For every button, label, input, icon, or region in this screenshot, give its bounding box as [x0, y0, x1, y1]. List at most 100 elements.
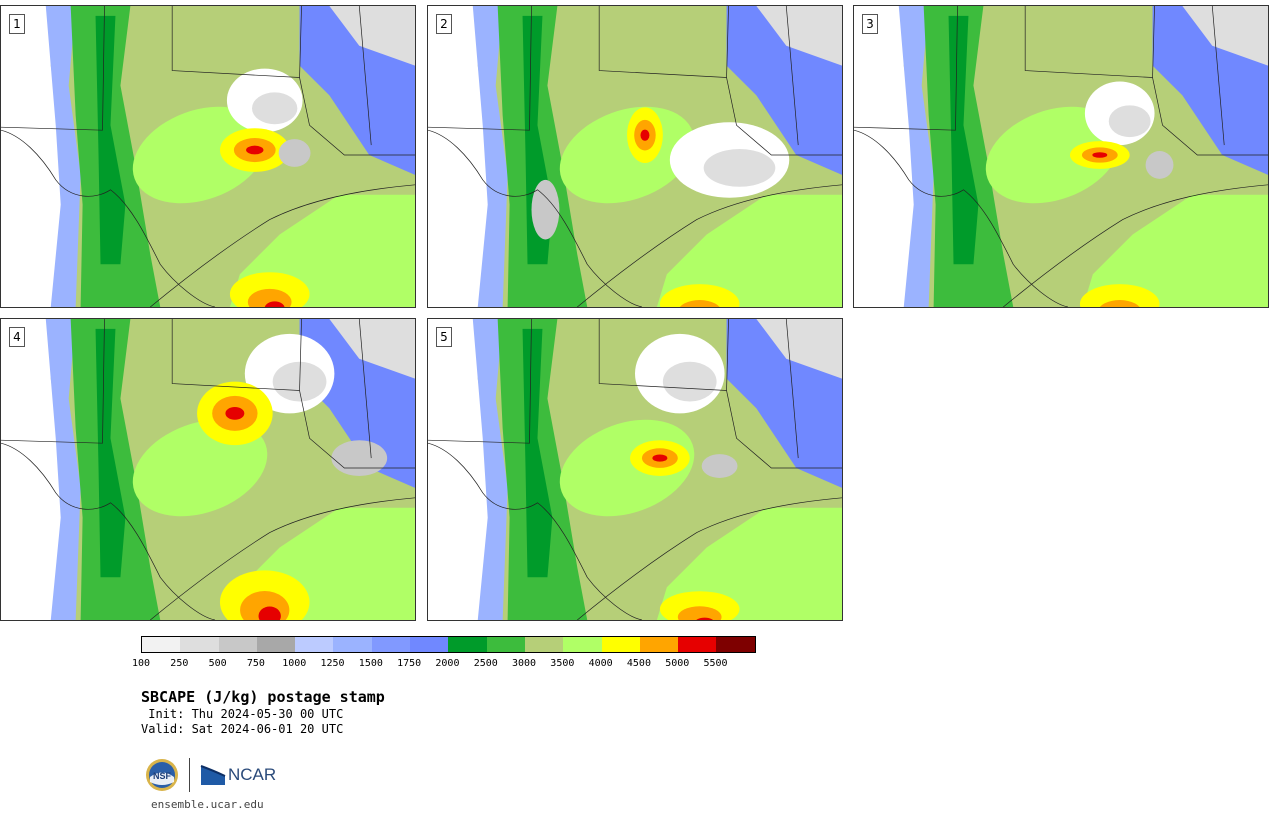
- colorbar-swatch: [716, 637, 755, 652]
- dry-region: [854, 6, 924, 307]
- convective-cell: [531, 179, 560, 240]
- gulf-higher-cape: [1099, 300, 1140, 307]
- colorbar-tick-label: 1000: [282, 658, 307, 669]
- state-boundary: [171, 6, 302, 78]
- map-5: [428, 319, 842, 620]
- state-boundary: [358, 6, 372, 146]
- convective-cell: [1145, 151, 1174, 179]
- cloud-shading: [662, 361, 717, 402]
- colorbar-tick-label: 4000: [588, 658, 613, 669]
- colorbar-swatch: [333, 637, 372, 652]
- convective-cell: [701, 454, 738, 478]
- convective-cell: [278, 139, 311, 167]
- border-line: [428, 129, 643, 307]
- colorbar-tick-label: 1500: [358, 658, 383, 669]
- gulf-extreme-cape: [264, 301, 285, 307]
- gulf-higher-cape: [677, 606, 722, 620]
- colorbar-tick-label: 750: [246, 658, 265, 669]
- dry-region: [1, 6, 71, 307]
- coastline: [577, 184, 842, 307]
- central-cape-area: [132, 106, 268, 204]
- svg-text:NSF: NSF: [153, 771, 172, 781]
- map-3: [854, 6, 1268, 307]
- extreme-cape-core: [652, 454, 668, 462]
- colorbar-swatch: [448, 637, 487, 652]
- colorbar: [141, 636, 756, 653]
- stamp-panel-2: 2: [427, 5, 843, 308]
- dry-region: [428, 319, 498, 620]
- stamp-panel-1: 1: [0, 5, 416, 308]
- gulf-high-cape: [1079, 284, 1160, 307]
- coastline: [577, 497, 842, 620]
- map-2: [428, 6, 842, 307]
- ncar-mark-icon: [200, 765, 226, 785]
- colorbar-swatch: [371, 637, 411, 652]
- dry-region: [1, 319, 71, 620]
- state-boundary: [1152, 77, 1268, 156]
- state-boundary: [854, 6, 958, 131]
- state-boundary: [428, 319, 532, 444]
- state-boundary: [1, 319, 105, 444]
- colorbar-swatch: [142, 637, 181, 652]
- northeast-stable: [756, 319, 842, 379]
- colorbar-swatch: [180, 637, 219, 652]
- colorbar-tick-label: 3500: [550, 658, 575, 669]
- panel-number-2: 2: [436, 14, 452, 34]
- state-boundary: [726, 77, 842, 156]
- colorbar-tick-label: 5000: [665, 658, 690, 669]
- low-cape-band: [45, 319, 81, 620]
- cloud-shading: [251, 92, 298, 125]
- state-boundary: [299, 390, 415, 469]
- colorbar-swatch: [601, 637, 640, 652]
- colorbar-swatch: [410, 637, 449, 652]
- state-boundary: [428, 6, 532, 131]
- stamp-panel-4: 4: [0, 318, 416, 621]
- coastline: [150, 497, 415, 620]
- extreme-cape-core: [640, 129, 650, 141]
- ncar-logo: NCAR: [200, 764, 276, 786]
- colorbar-tick-label: 2500: [473, 658, 498, 669]
- colorbar-ticks: 100 250 500 750 1000 1250 1500 1750 2000 2500 3000…: [130, 658, 770, 672]
- state-boundary: [785, 6, 799, 146]
- valid-time: Valid: Sat 2024-06-01 20 UTC: [141, 722, 344, 736]
- northeast-stable: [1182, 6, 1268, 66]
- cloud-shading: [1108, 105, 1151, 138]
- northeast-stable: [329, 319, 415, 379]
- state-boundary: [299, 77, 415, 156]
- colorbar-tick-label: 1250: [320, 658, 345, 669]
- colorbar-swatch: [256, 637, 296, 652]
- nsf-logo-icon: NSF: [146, 759, 178, 791]
- colorbar-tick-label: 1750: [397, 658, 422, 669]
- panel-number-1: 1: [9, 14, 25, 34]
- border-line: [1, 442, 216, 620]
- logos: NSF NCAR: [145, 757, 276, 793]
- northeast-stable: [756, 6, 842, 66]
- colorbar-swatch: [295, 637, 334, 652]
- central-cape-area: [985, 106, 1121, 204]
- colorbar-swatch: [218, 637, 257, 652]
- map-1: [1, 6, 415, 307]
- gulf-cape-area: [656, 194, 842, 307]
- colorbar-swatch: [678, 637, 717, 652]
- panel-number-4: 4: [9, 327, 25, 347]
- colorbar-swatch: [563, 637, 602, 652]
- panel-number-3: 3: [862, 14, 878, 34]
- low-cape-band: [45, 6, 81, 307]
- cloud-shading: [703, 149, 776, 187]
- ncar-logo-text: NCAR: [228, 765, 277, 784]
- product-title: SBCAPE (J/kg) postage stamp: [141, 688, 385, 706]
- colorbar-tick-label: 4500: [626, 658, 651, 669]
- colorbar-swatch: [639, 637, 679, 652]
- stamp-panel-3: 3: [853, 5, 1269, 308]
- border-line: [1, 129, 216, 307]
- border-line: [854, 129, 1069, 307]
- convective-cell: [331, 440, 388, 476]
- state-boundary: [726, 390, 842, 469]
- panel-number-5: 5: [436, 327, 452, 347]
- state-boundary: [598, 6, 729, 78]
- gulf-extreme-cape: [258, 606, 281, 620]
- gulf-extreme-cape: [696, 617, 713, 620]
- state-boundary: [1, 6, 105, 131]
- colorbar-tick-label: 5500: [703, 658, 728, 669]
- state-boundary: [171, 319, 302, 391]
